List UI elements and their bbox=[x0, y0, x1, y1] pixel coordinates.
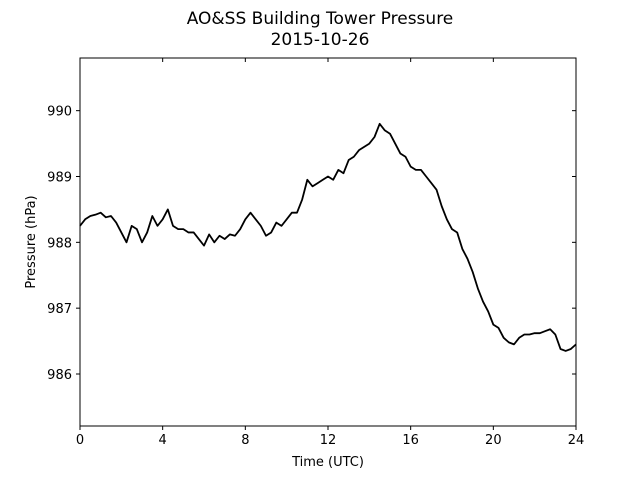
x-tick-label: 20 bbox=[485, 433, 502, 448]
x-tick-label: 0 bbox=[76, 433, 84, 448]
y-tick-label: 989 bbox=[47, 170, 72, 185]
x-tick-label: 16 bbox=[402, 433, 419, 448]
y-axis-label: Pressure (hPa) bbox=[24, 195, 39, 288]
x-tick-label: 12 bbox=[320, 433, 337, 448]
y-tick-label: 987 bbox=[47, 302, 72, 317]
x-tick-label: 8 bbox=[241, 433, 249, 448]
plot-frame bbox=[79, 57, 577, 427]
x-tick-label: 4 bbox=[159, 433, 167, 448]
line-series bbox=[79, 122, 577, 352]
y-tick-label: 988 bbox=[47, 236, 72, 251]
chart-title: AO&SS Building Tower Pressure bbox=[187, 9, 454, 29]
y-tick-label: 986 bbox=[47, 368, 72, 383]
chart-subtitle: 2015-10-26 bbox=[271, 30, 370, 50]
x-tick-label: 24 bbox=[568, 433, 585, 448]
x-axis-label: Time (UTC) bbox=[291, 455, 364, 470]
y-tick-label: 990 bbox=[47, 105, 72, 120]
